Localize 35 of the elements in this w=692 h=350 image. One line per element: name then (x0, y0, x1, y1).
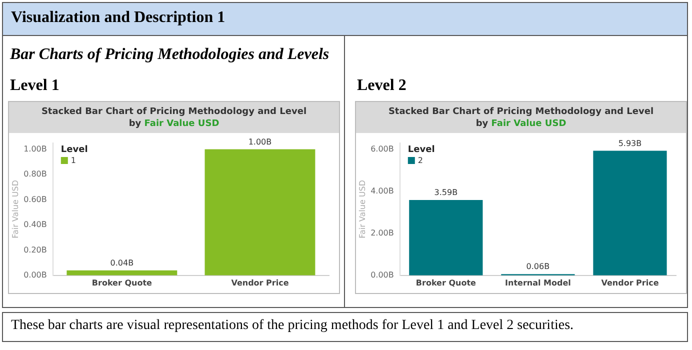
y-tick-label: 2.00B (370, 228, 394, 238)
chart-subtitle: by Fair Value USD (476, 119, 566, 129)
x-tick-label: Broker Quote (92, 278, 153, 288)
y-tick-label: 0.60B (24, 194, 47, 204)
y-tick-label: 4.00B (370, 186, 394, 196)
data-label: 0.04B (110, 258, 134, 268)
x-tick-label: Vendor Price (231, 278, 290, 288)
data-label: 5.93B (618, 138, 642, 148)
y-tick-label: 0.80B (24, 170, 47, 179)
data-label: 3.59B (434, 188, 458, 198)
y-tick-label: 1.00B (24, 144, 47, 154)
text: These bar charts are visual representations of the pricing methods for Level 1 and Level 2 securities. (2, 312, 688, 342)
text: Level 1 (10, 77, 60, 95)
text: Level 2 (357, 77, 406, 95)
data-label: 0.06B (526, 262, 550, 272)
x-tick-label: Internal Model (505, 278, 572, 288)
legend-label: 2 (418, 156, 423, 166)
text: Bar Charts of Pricing Methodologies and Levels (10, 46, 330, 64)
y-tick-label: 0.00B (370, 270, 394, 280)
legend-title: Level (60, 144, 88, 155)
y-axis-title: Fair Value USD (358, 180, 367, 238)
y-axis-title: Fair Value USD (10, 180, 20, 238)
chart-subtitle: by Fair Value USD (128, 119, 220, 129)
chart-title: Stacked Bar Chart of Pricing Methodology and Level (387, 106, 655, 118)
data-label: 1.00B (248, 137, 272, 146)
x-tick-label: Broker Quote (416, 278, 477, 288)
y-tick-label: 6.00B (370, 144, 394, 154)
legend-label: 1 (70, 156, 76, 166)
legend-title: Level (408, 144, 435, 155)
text: Visualization and Description 1 (2, 2, 688, 36)
y-tick-label: 0.40B (24, 220, 47, 230)
x-tick-label: Vendor Price (601, 278, 660, 288)
chart-title: Stacked Bar Chart of Pricing Methodology and Level (40, 106, 308, 118)
y-tick-label: 0.20B (24, 245, 47, 254)
y-tick-label: 0.00B (24, 270, 47, 280)
